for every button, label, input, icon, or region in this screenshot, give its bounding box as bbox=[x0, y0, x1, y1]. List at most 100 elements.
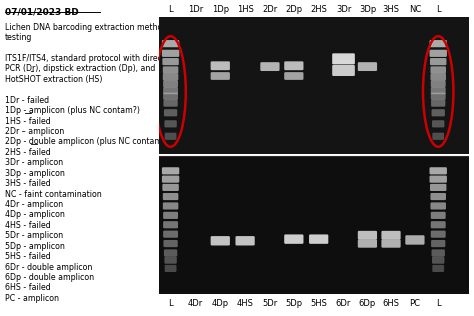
FancyBboxPatch shape bbox=[162, 175, 179, 183]
FancyBboxPatch shape bbox=[431, 93, 446, 100]
Text: 6Dr: 6Dr bbox=[336, 299, 351, 308]
FancyBboxPatch shape bbox=[162, 40, 179, 47]
FancyBboxPatch shape bbox=[164, 109, 177, 116]
Text: PC: PC bbox=[410, 299, 420, 308]
Text: 2Dp - double amplicon (plus NC contam?): 2Dp - double amplicon (plus NC contam?) bbox=[5, 137, 169, 146]
FancyBboxPatch shape bbox=[309, 234, 328, 244]
Text: 4Dr - amplicon: 4Dr - amplicon bbox=[5, 200, 63, 209]
FancyBboxPatch shape bbox=[163, 231, 178, 238]
Bar bbox=[159, 157, 469, 294]
FancyBboxPatch shape bbox=[431, 249, 445, 257]
Text: Lichen DNA barcoding extraction method: Lichen DNA barcoding extraction method bbox=[5, 23, 167, 32]
Text: 6Dp - double amplicon: 6Dp - double amplicon bbox=[5, 273, 94, 282]
Text: 2Dp: 2Dp bbox=[285, 5, 302, 14]
Text: 3Dr - amplicon: 3Dr - amplicon bbox=[5, 158, 63, 167]
Text: 4HS: 4HS bbox=[237, 299, 254, 308]
FancyBboxPatch shape bbox=[430, 184, 447, 191]
Text: ITS1F/ITS4, standard protocol with direct: ITS1F/ITS4, standard protocol with direc… bbox=[5, 54, 165, 63]
Text: 1HS: 1HS bbox=[237, 5, 254, 14]
FancyBboxPatch shape bbox=[431, 231, 446, 238]
Text: 6Dr - double amplicon: 6Dr - double amplicon bbox=[5, 263, 92, 271]
FancyBboxPatch shape bbox=[431, 212, 446, 219]
Text: 5Dp - amplicon: 5Dp - amplicon bbox=[5, 242, 65, 251]
FancyBboxPatch shape bbox=[210, 72, 230, 80]
FancyBboxPatch shape bbox=[163, 93, 178, 100]
Text: L: L bbox=[436, 299, 440, 308]
FancyBboxPatch shape bbox=[431, 87, 446, 94]
FancyBboxPatch shape bbox=[164, 265, 176, 272]
Text: HotSHOT extraction (HS): HotSHOT extraction (HS) bbox=[5, 75, 102, 84]
Text: L: L bbox=[168, 5, 173, 14]
Text: 3HS - failed: 3HS - failed bbox=[5, 179, 51, 188]
Text: 2Dr – amplicon: 2Dr – amplicon bbox=[5, 127, 64, 136]
Text: testing: testing bbox=[5, 33, 32, 42]
Text: 3Dp - amplicon: 3Dp - amplicon bbox=[5, 169, 65, 178]
Text: PCR (Dr), dipstick extraction (Dp), and: PCR (Dr), dipstick extraction (Dp), and bbox=[5, 64, 155, 73]
FancyBboxPatch shape bbox=[332, 65, 355, 76]
FancyBboxPatch shape bbox=[164, 257, 177, 264]
FancyBboxPatch shape bbox=[432, 257, 445, 264]
Text: 2HS: 2HS bbox=[310, 5, 327, 14]
FancyBboxPatch shape bbox=[163, 80, 178, 87]
FancyBboxPatch shape bbox=[163, 87, 178, 94]
FancyBboxPatch shape bbox=[210, 236, 230, 246]
FancyBboxPatch shape bbox=[163, 212, 178, 219]
FancyBboxPatch shape bbox=[432, 265, 444, 272]
FancyBboxPatch shape bbox=[432, 120, 445, 127]
FancyBboxPatch shape bbox=[358, 231, 377, 240]
Text: 4Dp: 4Dp bbox=[212, 299, 229, 308]
FancyBboxPatch shape bbox=[430, 193, 446, 200]
Text: 5HS - failed: 5HS - failed bbox=[5, 252, 51, 261]
Text: 07/01/2023 BD: 07/01/2023 BD bbox=[5, 8, 79, 17]
Text: 6Dp: 6Dp bbox=[359, 299, 376, 308]
Text: 6HS: 6HS bbox=[383, 299, 400, 308]
FancyBboxPatch shape bbox=[163, 202, 178, 210]
FancyBboxPatch shape bbox=[162, 167, 179, 174]
FancyBboxPatch shape bbox=[164, 240, 178, 247]
FancyBboxPatch shape bbox=[431, 100, 446, 107]
FancyBboxPatch shape bbox=[431, 240, 446, 247]
FancyBboxPatch shape bbox=[430, 66, 446, 74]
FancyBboxPatch shape bbox=[163, 193, 178, 200]
FancyBboxPatch shape bbox=[382, 240, 401, 248]
Text: 1Dp - amplicon (plus NC contam?): 1Dp - amplicon (plus NC contam?) bbox=[5, 106, 140, 115]
FancyBboxPatch shape bbox=[430, 58, 447, 65]
FancyBboxPatch shape bbox=[284, 234, 303, 244]
FancyBboxPatch shape bbox=[163, 66, 178, 74]
FancyBboxPatch shape bbox=[429, 175, 447, 183]
Text: NC - faint contamination: NC - faint contamination bbox=[5, 190, 101, 198]
Text: 4Dr: 4Dr bbox=[188, 299, 203, 308]
Text: 5HS: 5HS bbox=[310, 299, 327, 308]
Text: L: L bbox=[436, 5, 440, 14]
FancyBboxPatch shape bbox=[332, 53, 355, 64]
FancyBboxPatch shape bbox=[432, 133, 444, 140]
FancyBboxPatch shape bbox=[284, 72, 303, 80]
Text: 6HS - failed: 6HS - failed bbox=[5, 283, 51, 292]
FancyBboxPatch shape bbox=[210, 61, 230, 70]
FancyBboxPatch shape bbox=[260, 62, 280, 71]
FancyBboxPatch shape bbox=[163, 221, 178, 228]
FancyBboxPatch shape bbox=[284, 61, 303, 70]
Text: 1Dr: 1Dr bbox=[188, 5, 203, 14]
FancyBboxPatch shape bbox=[163, 58, 179, 65]
Text: 1HS - failed: 1HS - failed bbox=[5, 117, 51, 125]
Text: 3Dp: 3Dp bbox=[359, 5, 376, 14]
FancyBboxPatch shape bbox=[430, 202, 446, 210]
FancyBboxPatch shape bbox=[164, 100, 178, 107]
Text: 3Dr: 3Dr bbox=[336, 5, 351, 14]
FancyBboxPatch shape bbox=[163, 184, 179, 191]
Text: L: L bbox=[168, 299, 173, 308]
FancyBboxPatch shape bbox=[430, 73, 446, 80]
FancyBboxPatch shape bbox=[382, 231, 401, 240]
FancyBboxPatch shape bbox=[358, 240, 377, 248]
FancyBboxPatch shape bbox=[162, 50, 179, 57]
FancyBboxPatch shape bbox=[431, 221, 446, 228]
FancyBboxPatch shape bbox=[429, 167, 447, 174]
FancyBboxPatch shape bbox=[164, 249, 177, 257]
FancyBboxPatch shape bbox=[431, 109, 445, 116]
Bar bbox=[159, 17, 469, 154]
Text: PC - amplicon: PC - amplicon bbox=[5, 294, 59, 303]
FancyBboxPatch shape bbox=[358, 62, 377, 71]
Text: 4Dp - amplicon: 4Dp - amplicon bbox=[5, 210, 65, 219]
Text: 4HS - failed: 4HS - failed bbox=[5, 221, 51, 230]
